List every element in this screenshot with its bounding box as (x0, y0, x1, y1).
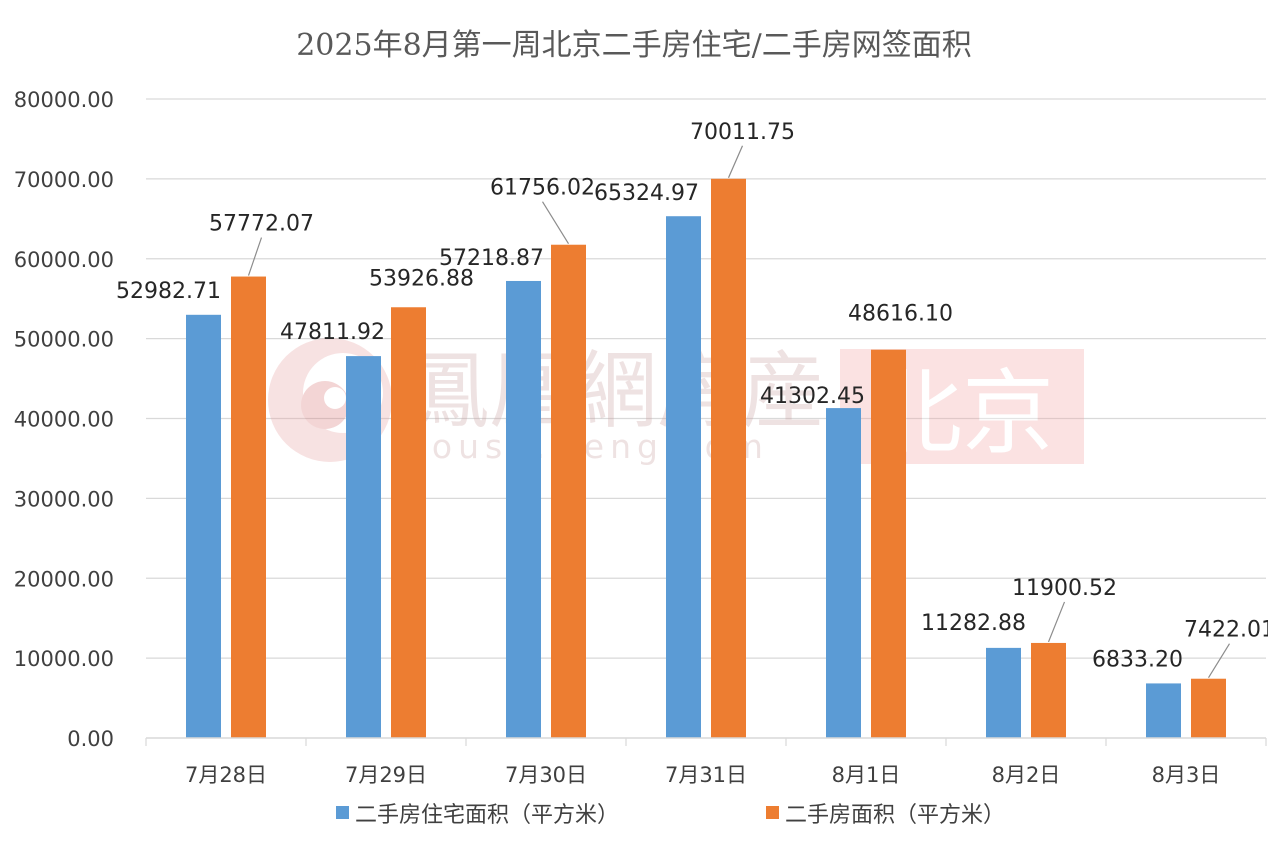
bar-total (551, 244, 586, 738)
data-label: 41302.45 (760, 384, 865, 409)
data-label: 57218.87 (439, 246, 544, 271)
leader-line (541, 201, 570, 245)
y-tick-label: 10000.00 (14, 647, 114, 671)
bar-total (711, 178, 746, 739)
data-label: 47811.92 (280, 320, 385, 345)
x-tick-label: 8月1日 (832, 763, 901, 787)
bar-total (871, 349, 906, 738)
bar-total (391, 307, 426, 738)
bar-residential (186, 314, 221, 738)
y-tick-label: 40000.00 (14, 408, 114, 432)
leader-line (1207, 643, 1231, 679)
y-tick-label: 30000.00 (14, 487, 114, 511)
x-axis-ticks: 7月28日 7月29日 7月30日 7月31日 8月1日 8月2日 8月3日 (145, 738, 1267, 787)
x-tick-label: 8月2日 (992, 763, 1061, 787)
bar-residential (506, 280, 541, 738)
bar-total (231, 276, 266, 738)
gridlines (146, 98, 1266, 659)
data-label: 70011.75 (690, 120, 795, 145)
y-tick-label: 70000.00 (14, 168, 114, 192)
x-tick-label: 7月29日 (345, 763, 427, 787)
y-tick-label: 20000.00 (14, 567, 114, 591)
data-label: 6833.20 (1092, 647, 1183, 672)
chart-title: 2025年8月第一周北京二手房住宅/二手房网签面积 (296, 28, 972, 63)
data-label: 11282.88 (921, 611, 1026, 636)
data-label: 7422.01 (1184, 618, 1268, 643)
data-label: 52982.71 (116, 279, 221, 304)
data-label: 65324.97 (594, 181, 699, 206)
legend-swatch-1 (766, 806, 779, 819)
data-label: 57772.07 (209, 212, 314, 237)
x-tick-label: 8月3日 (1152, 763, 1221, 787)
legend: 二手房住宅面积（平方米） 二手房面积（平方米） (336, 803, 1005, 828)
y-tick-label: 60000.00 (14, 248, 114, 272)
y-axis-ticks: 0.00 10000.00 20000.00 30000.00 40000.00 5000… (14, 88, 114, 751)
bar-residential (1146, 683, 1181, 738)
legend-swatch-0 (336, 806, 349, 819)
leader-line (727, 145, 744, 179)
x-tick-label: 7月31日 (665, 763, 747, 787)
data-label: 11900.52 (1012, 576, 1117, 601)
x-tick-label: 7月30日 (505, 763, 587, 787)
watermark-brand: 鳳凰網房産 (405, 342, 825, 440)
bar-residential (826, 408, 861, 738)
y-tick-label: 50000.00 (14, 328, 114, 352)
data-labels: 52982.71 47811.92 57218.87 65324.97 41302.45… (116, 120, 1268, 673)
x-tick-label: 7月28日 (185, 763, 267, 787)
leader-line (247, 237, 263, 276)
bar-residential (346, 356, 381, 738)
leader-line (1047, 601, 1066, 643)
data-label: 53926.88 (369, 266, 474, 291)
y-tick-label: 0.00 (67, 727, 114, 751)
data-label: 61756.02 (490, 176, 595, 201)
data-label: 48616.10 (848, 302, 953, 327)
bar-total (1191, 678, 1226, 738)
legend-label-1: 二手房面积（平方米） (785, 803, 1005, 828)
y-tick-label: 80000.00 (14, 88, 114, 112)
legend-label-0: 二手房住宅面积（平方米） (355, 803, 619, 828)
bar-total (1031, 642, 1066, 738)
label-leader-lines (247, 145, 1231, 679)
bar-residential (666, 216, 701, 738)
bars (186, 178, 1226, 739)
bar-residential (986, 647, 1021, 738)
